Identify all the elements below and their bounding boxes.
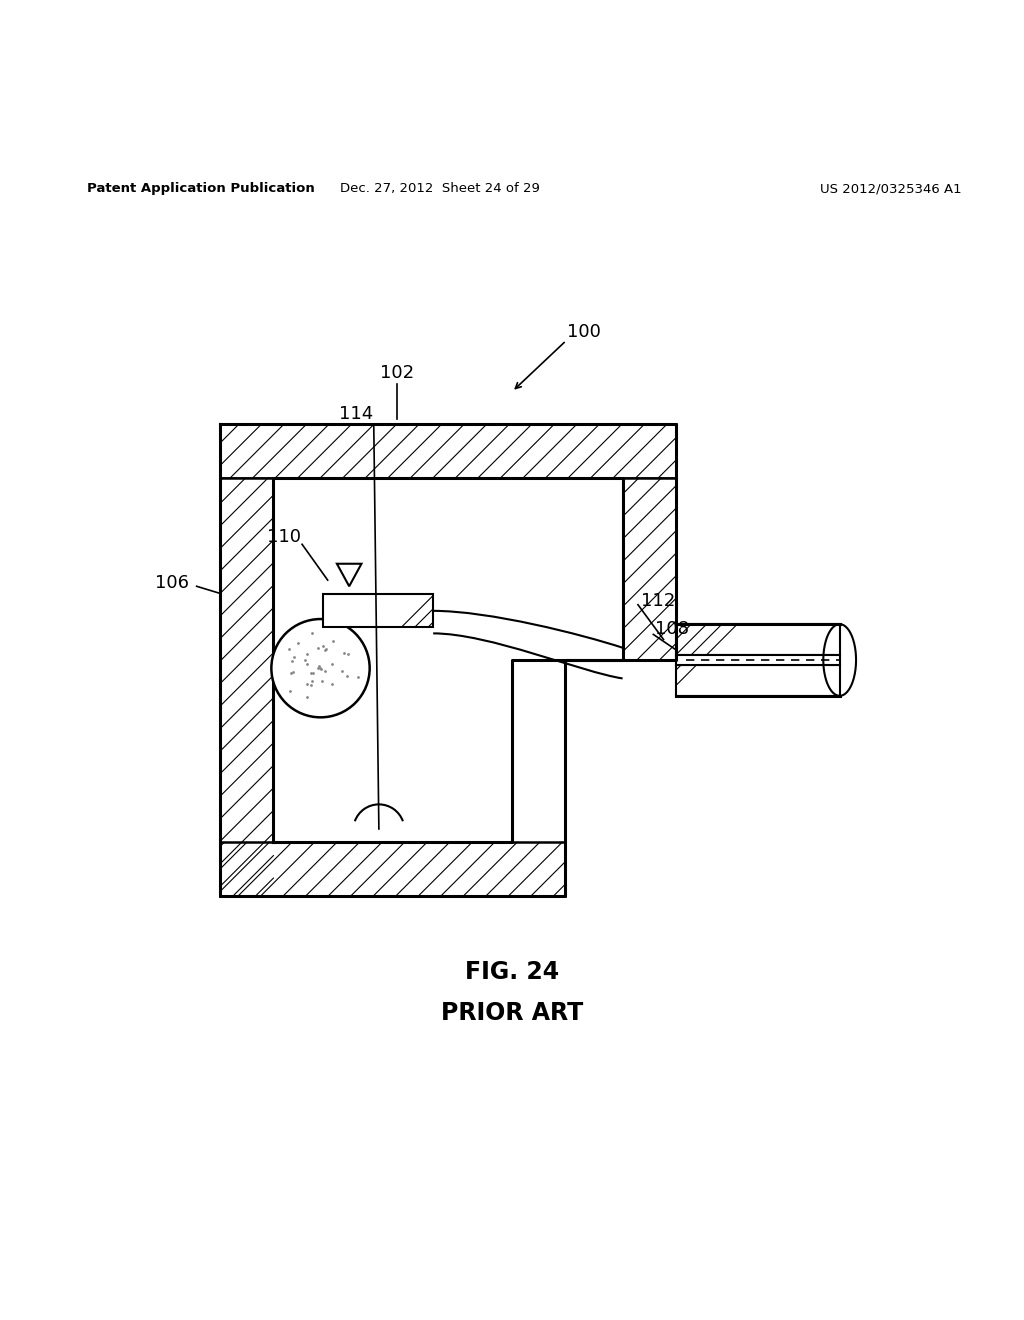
Polygon shape	[273, 478, 623, 660]
Polygon shape	[676, 624, 840, 655]
Polygon shape	[220, 425, 676, 478]
Polygon shape	[220, 842, 565, 895]
Text: 106: 106	[155, 574, 189, 593]
Circle shape	[271, 619, 370, 717]
Polygon shape	[323, 594, 433, 627]
Text: Dec. 27, 2012  Sheet 24 of 29: Dec. 27, 2012 Sheet 24 of 29	[340, 182, 541, 195]
Polygon shape	[676, 665, 840, 696]
Text: 108: 108	[655, 620, 689, 639]
Polygon shape	[623, 478, 676, 660]
Text: 112: 112	[641, 591, 675, 610]
Text: Patent Application Publication: Patent Application Publication	[87, 182, 314, 195]
Text: 100: 100	[566, 323, 601, 342]
Text: 114: 114	[339, 405, 374, 424]
Polygon shape	[220, 478, 273, 895]
Text: US 2012/0325346 A1: US 2012/0325346 A1	[820, 182, 962, 195]
Text: PRIOR ART: PRIOR ART	[441, 1002, 583, 1026]
Text: 102: 102	[380, 364, 415, 383]
Polygon shape	[337, 564, 361, 586]
Polygon shape	[676, 655, 840, 665]
Polygon shape	[273, 660, 512, 842]
Text: 110: 110	[266, 528, 301, 546]
Text: FIG. 24: FIG. 24	[465, 961, 559, 985]
